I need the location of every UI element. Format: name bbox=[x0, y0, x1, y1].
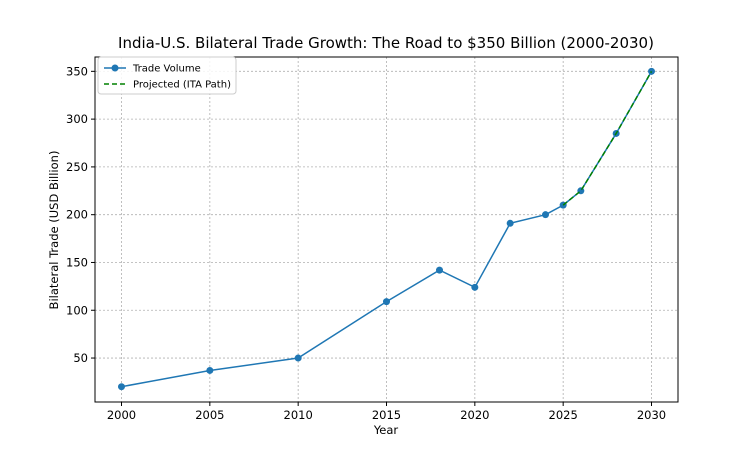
x-tick-label: 2000 bbox=[107, 408, 136, 422]
x-tick-label: 2010 bbox=[284, 408, 313, 422]
data-point bbox=[471, 283, 479, 291]
chart-title: India-U.S. Bilateral Trade Growth: The R… bbox=[118, 34, 654, 52]
data-point bbox=[383, 298, 390, 306]
y-tick-label: 300 bbox=[66, 112, 88, 126]
legend-label-projected: Projected (ITA Path) bbox=[133, 80, 231, 91]
series-layer bbox=[118, 67, 655, 391]
x-axis-title: Year bbox=[373, 423, 399, 437]
y-tick-label: 150 bbox=[66, 255, 88, 269]
y-tick-label: 250 bbox=[66, 160, 88, 174]
data-point bbox=[436, 266, 443, 274]
data-point bbox=[206, 366, 214, 374]
data-point bbox=[294, 354, 302, 362]
y-axis-title: Bilateral Trade (USD Billion) bbox=[47, 151, 61, 310]
x-tick-label: 2005 bbox=[195, 408, 224, 422]
data-point bbox=[542, 211, 549, 219]
x-tick-label: 2020 bbox=[460, 408, 489, 422]
legend-marker-trade-volume bbox=[111, 64, 119, 72]
y-tick-label: 200 bbox=[66, 208, 88, 222]
legend-label-trade-volume: Trade Volume bbox=[132, 64, 201, 75]
series-line-projected bbox=[562, 70, 653, 206]
x-tick-label: 2025 bbox=[549, 408, 578, 422]
axes: 2000 2005 2010 2015 2020 2025 2030 50 100 150 200 2… bbox=[66, 64, 666, 422]
data-point bbox=[118, 383, 125, 391]
legend: Trade Volume Projected (ITA Path) bbox=[97, 56, 237, 95]
y-tick-label: 50 bbox=[73, 351, 88, 365]
data-point bbox=[506, 219, 514, 227]
y-tick-label: 100 bbox=[66, 303, 88, 317]
grid bbox=[95, 57, 678, 402]
y-tick-label: 350 bbox=[66, 64, 88, 78]
legend-box bbox=[97, 56, 237, 95]
x-tick-label: 2015 bbox=[372, 408, 401, 422]
x-tick-label: 2030 bbox=[637, 408, 666, 422]
